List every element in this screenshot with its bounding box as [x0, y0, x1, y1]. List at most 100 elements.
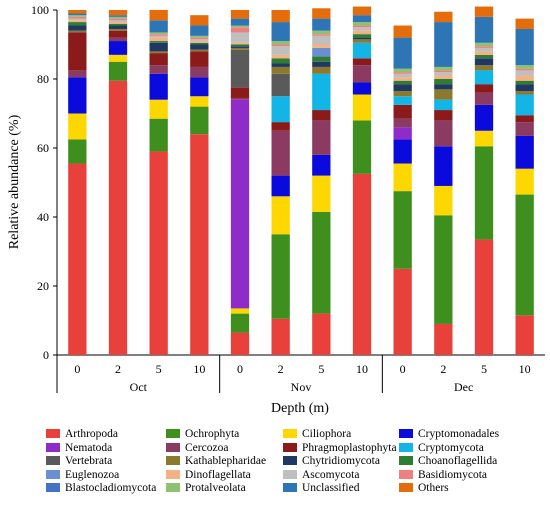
bar-segment	[312, 211, 331, 314]
legend-swatch	[399, 483, 413, 493]
bar-segment	[393, 77, 412, 81]
legend-label: Basidiomycota	[418, 468, 487, 481]
bar-segment	[515, 18, 534, 29]
bar-segment	[271, 175, 290, 197]
legend-swatch	[166, 442, 180, 452]
bar-segment	[149, 10, 168, 21]
bar-segment	[474, 146, 494, 240]
legend-label: Euglenozoa	[65, 468, 120, 481]
bar-segment	[149, 37, 168, 42]
bar-segment	[312, 30, 331, 35]
bar-segment	[515, 91, 534, 95]
bar-segment	[312, 175, 331, 212]
group-label: Dec	[454, 380, 473, 394]
x-tick-label: 5	[318, 362, 324, 376]
legend-label: Ascomycota	[302, 468, 360, 481]
bar-segment	[68, 70, 87, 78]
bar-segment	[352, 94, 372, 121]
bar-segment	[271, 234, 290, 319]
bar-segment	[230, 49, 250, 88]
legend-label: Dinoflagellata	[185, 468, 251, 481]
x-tick-label: 2	[278, 362, 284, 376]
bar-segment	[271, 41, 290, 45]
legend-swatch	[283, 442, 297, 452]
bar-segment	[68, 77, 87, 114]
bar-segment	[68, 139, 87, 164]
bar-segment	[312, 56, 331, 62]
bar-segment	[68, 15, 87, 17]
legend-entry: Basidiomycota	[399, 469, 487, 481]
bar-segment	[515, 75, 534, 81]
x-tick-label: 5	[156, 362, 162, 376]
bar-segment	[515, 122, 534, 136]
legend-swatch	[283, 469, 297, 479]
bar-segment	[149, 118, 168, 152]
legend-label: Protalveolata	[185, 482, 246, 495]
legend-label: Ciliophora	[302, 428, 352, 440]
bar-segment	[393, 268, 412, 355]
legend-swatch	[399, 456, 413, 466]
bar-segment	[230, 10, 250, 19]
bar-segment	[68, 18, 87, 21]
legend-label: Vertebrata	[65, 455, 113, 468]
bar-segment	[230, 99, 250, 309]
bar-segment	[271, 63, 290, 67]
bar-segment	[190, 96, 209, 107]
x-tick-label: 10	[193, 362, 205, 376]
bar-segment	[474, 46, 494, 48]
bar-segment	[190, 35, 209, 38]
bar-segment	[352, 58, 372, 66]
bar-segment	[190, 134, 209, 355]
bar-segment	[312, 61, 331, 67]
x-tick-label: 10	[356, 362, 368, 376]
legend-entry: Kathablepharidae	[166, 455, 266, 467]
legend-swatch	[46, 456, 60, 466]
bar-segment	[271, 22, 290, 42]
bar-segment	[434, 185, 453, 216]
bar-segment	[108, 18, 128, 21]
bar-segment	[190, 106, 209, 135]
bar-segment	[108, 54, 128, 62]
legend-entry: Protalveolata	[166, 482, 246, 494]
legend-swatch	[46, 483, 60, 493]
y-tick-label: 0	[43, 348, 49, 362]
bar-segment	[68, 20, 87, 23]
bar-segment	[312, 34, 331, 36]
bar-segment	[68, 10, 87, 14]
bar-segment	[108, 23, 128, 26]
legend-entry: Arthropoda	[46, 428, 118, 440]
legend-entry: Unclassified	[283, 482, 359, 494]
x-tick-label: 2	[115, 362, 121, 376]
legend-entry: Ciliophora	[283, 428, 351, 440]
bar-segment	[312, 35, 331, 45]
bar-segment	[434, 22, 453, 67]
legend-swatch	[283, 429, 297, 438]
legend-swatch	[166, 483, 180, 493]
bar-segment	[108, 37, 128, 42]
bar-segment	[108, 41, 128, 55]
bar-segment	[352, 37, 372, 40]
bar-segment	[68, 22, 87, 26]
bar-segment	[190, 39, 209, 42]
bar-segment	[352, 34, 372, 38]
bar-segment	[149, 35, 168, 38]
bar-segment	[149, 151, 168, 355]
bar-segment	[393, 84, 412, 92]
group-label: Nov	[291, 380, 312, 394]
bar-segment	[434, 323, 453, 355]
bar-segment	[312, 120, 331, 155]
legend-swatch	[166, 469, 180, 479]
bar-segment	[474, 65, 494, 71]
bar-segment	[474, 42, 494, 47]
y-tick-label: 80	[37, 72, 49, 86]
bar-segment	[515, 168, 534, 195]
legend-label: Nematoda	[65, 441, 113, 454]
bar-segment	[230, 87, 250, 98]
bar-segment	[515, 65, 534, 69]
bar-segment	[108, 16, 128, 19]
y-tick-label: 40	[37, 210, 49, 224]
bar-segment	[393, 68, 412, 73]
bar-segment	[312, 8, 331, 19]
bar-segment	[108, 25, 128, 29]
